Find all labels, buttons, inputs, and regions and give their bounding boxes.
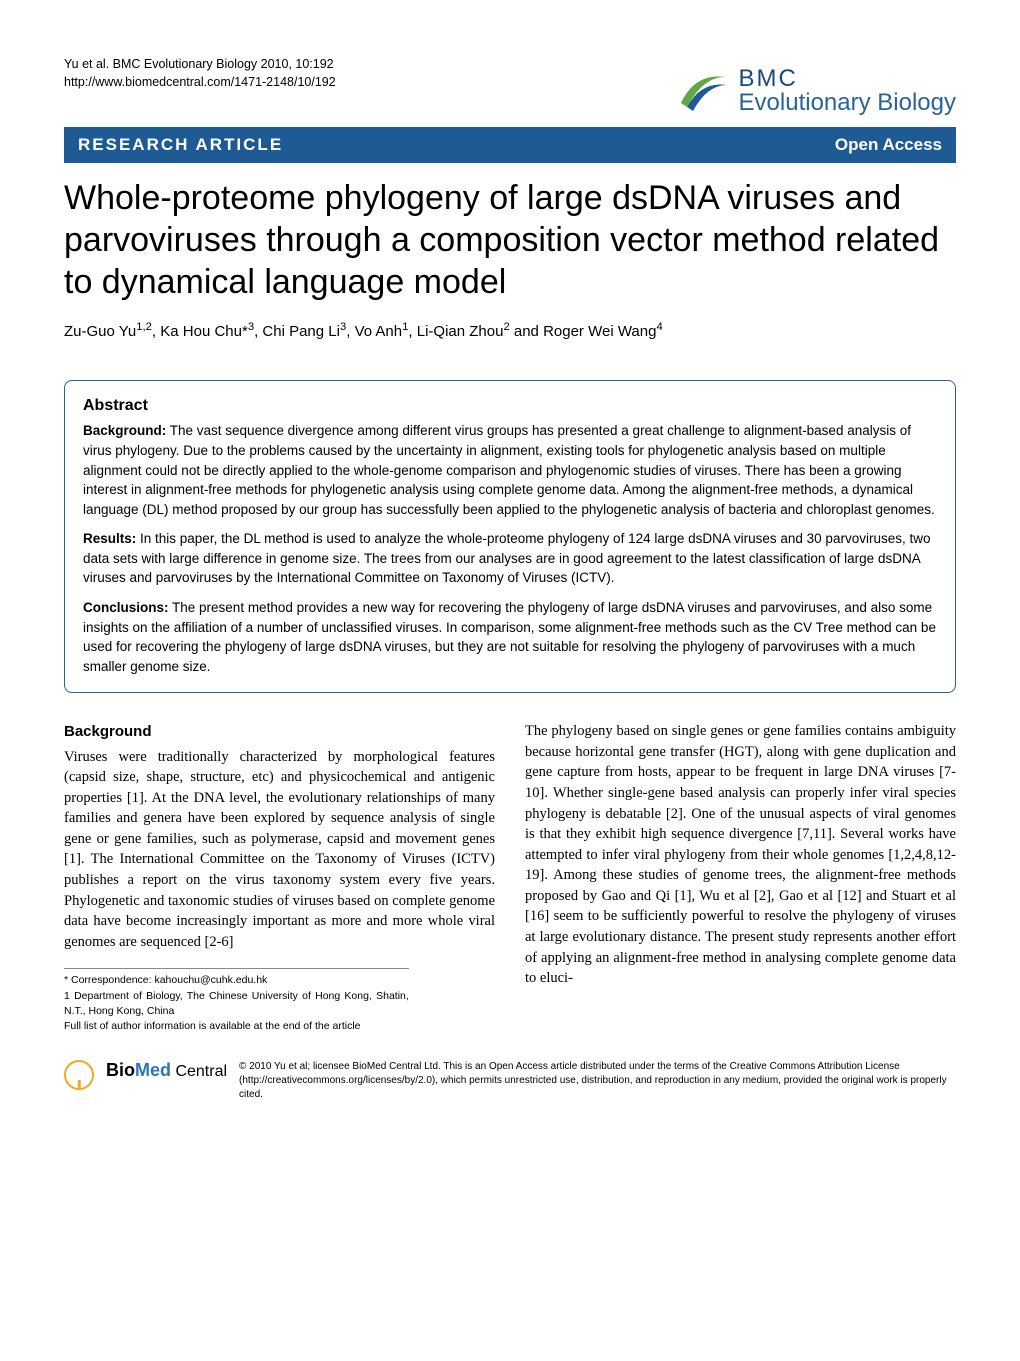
background-heading: Background	[64, 721, 495, 742]
logo-journal-name: Evolutionary Biology	[739, 91, 956, 115]
swoosh-icon	[675, 63, 731, 119]
author-list: Zu-Guo Yu1,2, Ka Hou Chu*3, Chi Pang Li3…	[64, 321, 956, 340]
logo-bio: Bio	[106, 1060, 135, 1080]
article-type: RESEARCH ARTICLE	[78, 135, 283, 155]
footer: BioMed Central © 2010 Yu et al; licensee…	[64, 1060, 956, 1102]
correspondence: * Correspondence: kahouchu@cuhk.edu.hk	[64, 973, 409, 988]
abstract-results-label: Results:	[83, 531, 136, 546]
article-type-banner: RESEARCH ARTICLE Open Access	[64, 127, 956, 163]
bmc-logo: BMC Evolutionary Biology	[675, 63, 956, 119]
abstract-conclusions-label: Conclusions:	[83, 600, 169, 615]
logo-central: Central	[171, 1063, 227, 1080]
body-col2-text: The phylogeny based on single genes or g…	[525, 723, 956, 986]
body-columns: Background Viruses were traditionally ch…	[64, 721, 956, 1034]
body-column-right: The phylogeny based on single genes or g…	[525, 721, 956, 1034]
abstract-results-text: In this paper, the DL method is used to …	[83, 531, 930, 585]
article-title: Whole-proteome phylogeny of large dsDNA …	[64, 177, 956, 303]
fulllist-note: Full list of author information is avail…	[64, 1019, 409, 1034]
abstract-results: Results: In this paper, the DL method is…	[83, 529, 937, 588]
footnotes: * Correspondence: kahouchu@cuhk.edu.hk 1…	[64, 968, 409, 1034]
logo-med: Med	[135, 1060, 171, 1080]
abstract-background: Background: The vast sequence divergence…	[83, 421, 937, 519]
abstract-box: Abstract Background: The vast sequence d…	[64, 380, 956, 693]
abstract-heading: Abstract	[83, 397, 937, 415]
body-column-left: Background Viruses were traditionally ch…	[64, 721, 495, 1034]
affiliation-note: 1 Department of Biology, The Chinese Uni…	[64, 989, 409, 1019]
abstract-conclusions-text: The present method provides a new way fo…	[83, 600, 936, 674]
biomed-central-logo: BioMed Central	[106, 1060, 227, 1081]
abstract-background-label: Background:	[83, 423, 166, 438]
open-access-ring-icon	[64, 1060, 94, 1090]
open-access-label: Open Access	[835, 135, 942, 155]
abstract-background-text: The vast sequence divergence among diffe…	[83, 423, 935, 516]
copyright-text: © 2010 Yu et al; licensee BioMed Central…	[239, 1060, 956, 1102]
logo-prefix: BMC	[739, 67, 956, 91]
body-col1-text: Viruses were traditionally characterized…	[64, 749, 495, 950]
abstract-conclusions: Conclusions: The present method provides…	[83, 598, 937, 676]
